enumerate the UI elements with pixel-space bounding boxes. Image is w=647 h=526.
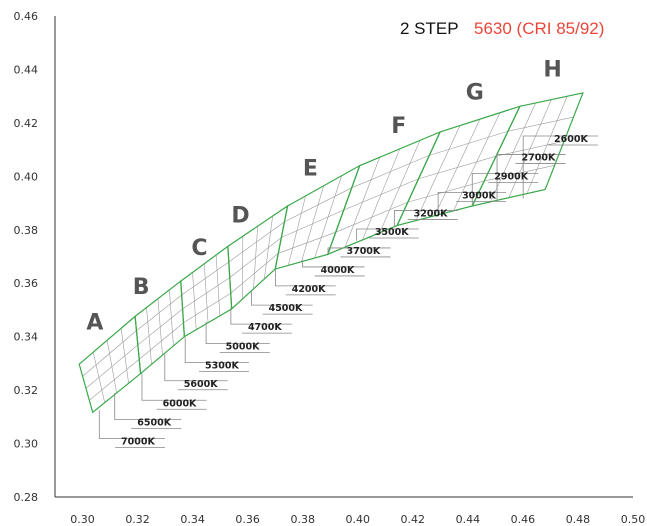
cct-label: 5600K bbox=[184, 379, 218, 390]
cct-leader bbox=[205, 321, 270, 345]
cct-leader bbox=[437, 191, 507, 216]
x-tick-label: 0.34 bbox=[180, 513, 205, 526]
bin-label-c: C bbox=[191, 236, 207, 261]
y-tick-label: 0.36 bbox=[14, 277, 39, 290]
cct-leader-lines bbox=[98, 135, 599, 448]
bin-letter-labels: A B CD E F G H bbox=[86, 58, 561, 336]
cct-label: 6000K bbox=[163, 398, 197, 409]
x-tick-label: 0.42 bbox=[401, 513, 426, 526]
bin-subgrid-line bbox=[215, 255, 221, 316]
x-tick-label: 0.44 bbox=[456, 513, 481, 526]
cct-label: 3200K bbox=[414, 209, 448, 220]
cct-label: 4500K bbox=[269, 303, 303, 314]
y-tick-label: 0.40 bbox=[14, 170, 39, 183]
x-tick-label: 0.40 bbox=[346, 513, 371, 526]
cct-label: 2700K bbox=[522, 152, 556, 163]
bin-subgrid-line bbox=[379, 140, 421, 233]
y-tick-label: 0.44 bbox=[14, 63, 39, 76]
cct-leader bbox=[393, 210, 458, 227]
y-tick-label: 0.38 bbox=[14, 224, 39, 237]
bin-subgrid-line bbox=[253, 226, 259, 289]
bin-label-f: F bbox=[391, 114, 406, 139]
axes bbox=[54, 16, 633, 498]
bin-subgrid-line bbox=[526, 96, 568, 194]
bin-subgrid-line bbox=[157, 298, 163, 356]
cct-leader bbox=[275, 269, 336, 287]
x-tick-label: 0.36 bbox=[235, 513, 260, 526]
bin-subgrid-line bbox=[453, 112, 501, 212]
cct-label: 2900K bbox=[494, 171, 528, 182]
cct-label: 2600K bbox=[554, 134, 588, 145]
x-tick-label: 0.32 bbox=[125, 513, 150, 526]
cct-leader bbox=[251, 290, 313, 306]
cct-label: 4700K bbox=[248, 322, 282, 333]
cct-label: 4200K bbox=[292, 284, 326, 295]
cct-label: 3000K bbox=[462, 190, 496, 201]
y-tick-labels: 0.28 0.30 0.32 0.34 0.36 0.38 0.40 0.42 0.44 0.46 bbox=[14, 10, 39, 504]
bin-subgrid-line bbox=[230, 253, 279, 294]
y-tick-label: 0.42 bbox=[14, 117, 39, 130]
bin-subgrid-line bbox=[120, 328, 129, 384]
cct-leader bbox=[114, 393, 182, 420]
cct-leader bbox=[230, 307, 292, 325]
bin-subgrid-line bbox=[434, 119, 481, 216]
x-tick-label: 0.46 bbox=[511, 513, 536, 526]
bin-subgrid-line bbox=[204, 263, 209, 323]
x-tick-label: 0.38 bbox=[290, 513, 315, 526]
cct-labels: 7000K 6500K 6000K 5600K 5300K 5000K 4700K 4500K… bbox=[121, 134, 588, 447]
y-tick-label: 0.32 bbox=[14, 384, 39, 397]
cct-label: 6500K bbox=[137, 418, 171, 429]
bin-subgrid-line bbox=[407, 180, 485, 203]
bin-subgrid-line bbox=[362, 148, 401, 241]
bin-h bbox=[471, 92, 584, 207]
cct-leader bbox=[98, 410, 166, 439]
bin-subgrid-line bbox=[301, 185, 324, 262]
bin-subgrid-line bbox=[335, 201, 408, 233]
bin-subgrid-line bbox=[106, 340, 117, 393]
y-tick-label: 0.46 bbox=[14, 10, 39, 23]
y-tick-label: 0.28 bbox=[14, 491, 39, 504]
bin-label-h: H bbox=[543, 58, 561, 83]
chart-subtitle: 5630 (CRI 85/92) bbox=[474, 19, 604, 38]
y-tick-label: 0.34 bbox=[14, 331, 39, 344]
bin-subgrid-line bbox=[183, 292, 231, 324]
x-tick-label: 0.30 bbox=[70, 513, 95, 526]
bin-c bbox=[180, 245, 233, 338]
bin-outline bbox=[471, 92, 584, 207]
cct-leader bbox=[356, 228, 419, 241]
cct-leader bbox=[496, 154, 566, 202]
bin-label-d: D bbox=[231, 203, 249, 228]
bin-label-g: G bbox=[466, 81, 484, 106]
cct-leader bbox=[522, 135, 599, 199]
bin-subgrid-line bbox=[139, 322, 184, 360]
cct-label: 5300K bbox=[205, 361, 239, 372]
x-tick-label: 0.50 bbox=[621, 513, 646, 526]
bin-subgrid-line bbox=[89, 359, 140, 401]
cct-label: 7000K bbox=[121, 436, 155, 447]
cct-label: 3700K bbox=[346, 246, 380, 257]
cct-leader bbox=[302, 259, 365, 268]
cct-leader bbox=[471, 173, 539, 206]
cct-leader bbox=[327, 247, 391, 255]
x-tick-labels: 0.30 0.32 0.34 0.36 0.38 0.40 0.42 0.44 0.46 0.48… bbox=[70, 513, 645, 526]
cct-leader bbox=[164, 354, 228, 382]
bin-subgrid-line bbox=[508, 99, 552, 198]
y-tick-label: 0.30 bbox=[14, 438, 39, 451]
x-tick-label: 0.48 bbox=[566, 513, 591, 526]
bin-subgrid-line bbox=[314, 175, 342, 259]
cct-label: 4000K bbox=[321, 265, 355, 276]
bin-subgrid-line bbox=[169, 289, 174, 346]
bin-quadrangles bbox=[78, 92, 584, 414]
bin-label-a: A bbox=[86, 311, 103, 336]
cct-leader bbox=[184, 337, 250, 363]
cct-leader bbox=[141, 373, 207, 401]
bin-label-e: E bbox=[303, 157, 318, 182]
bin-subgrid-line bbox=[264, 216, 273, 280]
bin-subgrid-line bbox=[278, 231, 336, 254]
cct-label: 5000K bbox=[226, 342, 260, 353]
bin-label-b: B bbox=[133, 275, 150, 300]
cct-label: 3500K bbox=[375, 227, 409, 238]
chart-title: 2 STEP bbox=[400, 19, 459, 38]
